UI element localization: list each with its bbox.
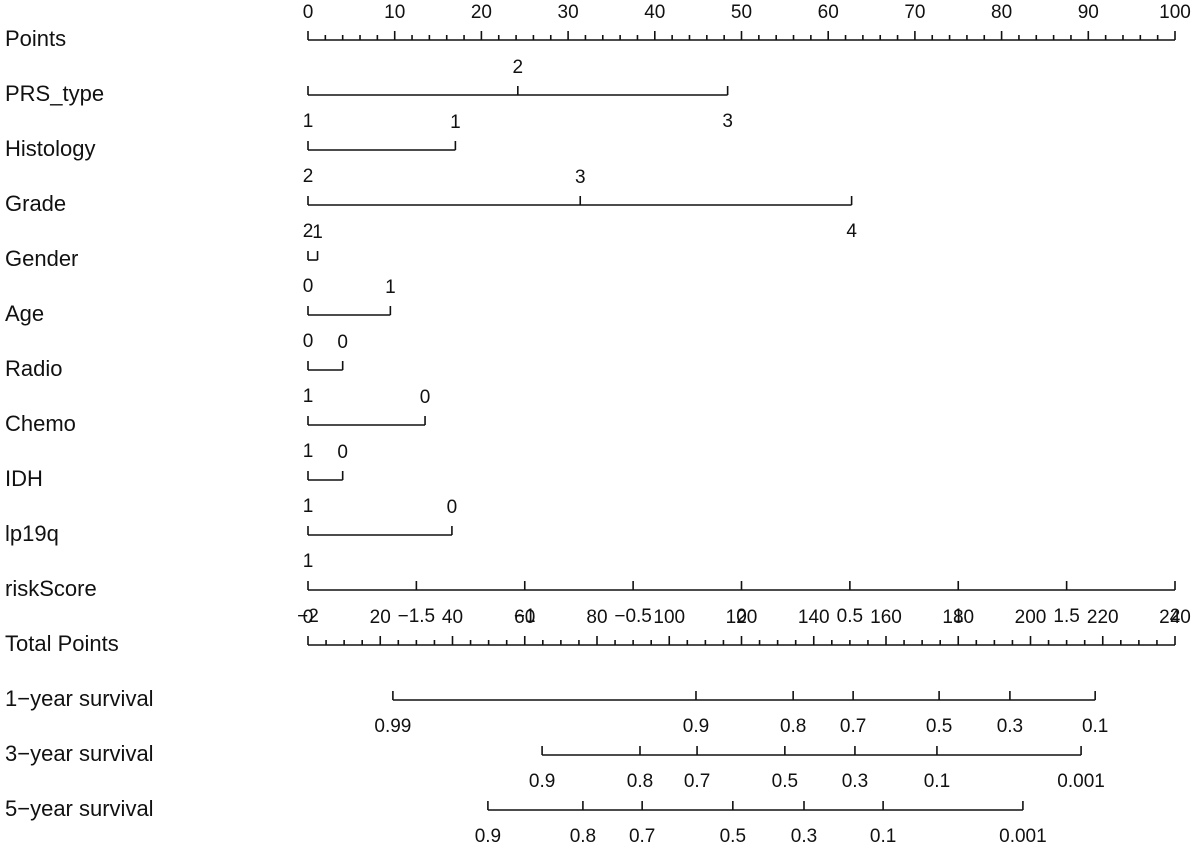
tick-label: 40: [442, 607, 463, 628]
row-tick-label: 0: [337, 442, 348, 463]
row-tick-label: 4: [846, 221, 857, 242]
row-label: Gender: [5, 246, 78, 271]
tick-label: 0: [736, 606, 747, 627]
row-tick-label: 2: [513, 57, 524, 78]
survival-label: 0.7: [684, 771, 710, 792]
tick-label: −1: [514, 606, 536, 627]
survival-label: 0.1: [1082, 716, 1108, 737]
tick-label: 0: [303, 607, 314, 628]
tick-label: 60: [514, 607, 535, 628]
tick-label: 160: [870, 607, 902, 628]
tick-label: 180: [942, 607, 974, 628]
row-label: 3−year survival: [5, 741, 154, 766]
survival-label: 0.3: [997, 716, 1023, 737]
tick-label: 200: [1015, 607, 1047, 628]
row-label: PRS_type: [5, 81, 104, 106]
survival-label: 0.8: [627, 771, 653, 792]
survival-label: 0.5: [772, 771, 798, 792]
tick-label: 30: [558, 2, 579, 23]
tick-label: 10: [384, 2, 405, 23]
survival-label: 0.99: [374, 716, 411, 737]
row-tick-label: 1: [303, 386, 314, 407]
row-tick-label: 0: [303, 276, 314, 297]
survival-label: 0.9: [529, 771, 555, 792]
survival-label: 0.9: [475, 826, 501, 847]
row-label: Radio: [5, 356, 62, 381]
row-tick-label: 1: [385, 277, 396, 298]
tick-label: 80: [586, 607, 607, 628]
survival-label: 0.9: [683, 716, 709, 737]
row-tick-label: 1: [303, 551, 314, 572]
tick-label: 0.5: [837, 606, 863, 627]
row-label: Grade: [5, 191, 66, 216]
row-tick-label: 1: [303, 496, 314, 517]
survival-label: 0.7: [629, 826, 655, 847]
row-label: Age: [5, 301, 44, 326]
tick-label: 100: [1159, 2, 1191, 23]
tick-label: 60: [818, 2, 839, 23]
survival-label: 0.5: [720, 826, 746, 847]
survival-label: 0.8: [780, 716, 806, 737]
tick-label: −0.5: [614, 606, 652, 627]
row-label: Histology: [5, 136, 95, 161]
row-label: Total Points: [5, 631, 119, 656]
row-label: Points: [5, 26, 66, 51]
row-tick-label: 0: [420, 387, 431, 408]
row-label: 5−year survival: [5, 796, 154, 821]
survival-label: 0.001: [1057, 771, 1105, 792]
row-tick-label: 2: [303, 221, 314, 242]
row-label: IDH: [5, 466, 43, 491]
tick-label: 20: [471, 2, 492, 23]
row-tick-label: 1: [303, 441, 314, 462]
row-tick-label: 1: [303, 111, 314, 132]
tick-label: 0: [303, 2, 314, 23]
survival-label: 0.1: [924, 771, 950, 792]
survival-label: 0.3: [842, 771, 868, 792]
survival-label: 0.1: [870, 826, 896, 847]
row-label: riskScore: [5, 576, 97, 601]
row-tick-label: 3: [722, 111, 733, 132]
tick-label: 240: [1159, 607, 1191, 628]
tick-label: 1: [953, 606, 964, 627]
row-tick-label: 1: [450, 112, 461, 133]
survival-label: 0.5: [926, 716, 952, 737]
tick-label: 1.5: [1053, 606, 1079, 627]
tick-label: 220: [1087, 607, 1119, 628]
row-label: 1−year survival: [5, 686, 154, 711]
row-tick-label: 0: [303, 331, 314, 352]
tick-label: −2: [297, 606, 319, 627]
row-label: Chemo: [5, 411, 76, 436]
survival-label: 0.001: [999, 826, 1047, 847]
survival-label: 0.7: [840, 716, 866, 737]
tick-label: 90: [1078, 2, 1099, 23]
row-tick-label: 2: [303, 166, 314, 187]
tick-label: 120: [726, 607, 758, 628]
tick-label: 50: [731, 2, 752, 23]
tick-label: 80: [991, 2, 1012, 23]
tick-label: −1.5: [398, 606, 436, 627]
row-tick-label: 3: [575, 167, 586, 188]
tick-label: 2: [1170, 606, 1181, 627]
tick-label: 40: [644, 2, 665, 23]
tick-label: 20: [370, 607, 391, 628]
tick-label: 140: [798, 607, 830, 628]
row-label: lp19q: [5, 521, 59, 546]
row-tick-label: 1: [312, 222, 323, 243]
survival-label: 0.3: [791, 826, 817, 847]
tick-label: 70: [904, 2, 925, 23]
row-tick-label: 0: [337, 332, 348, 353]
row-tick-label: 0: [447, 497, 458, 518]
survival-label: 0.8: [570, 826, 596, 847]
tick-label: 100: [653, 607, 685, 628]
